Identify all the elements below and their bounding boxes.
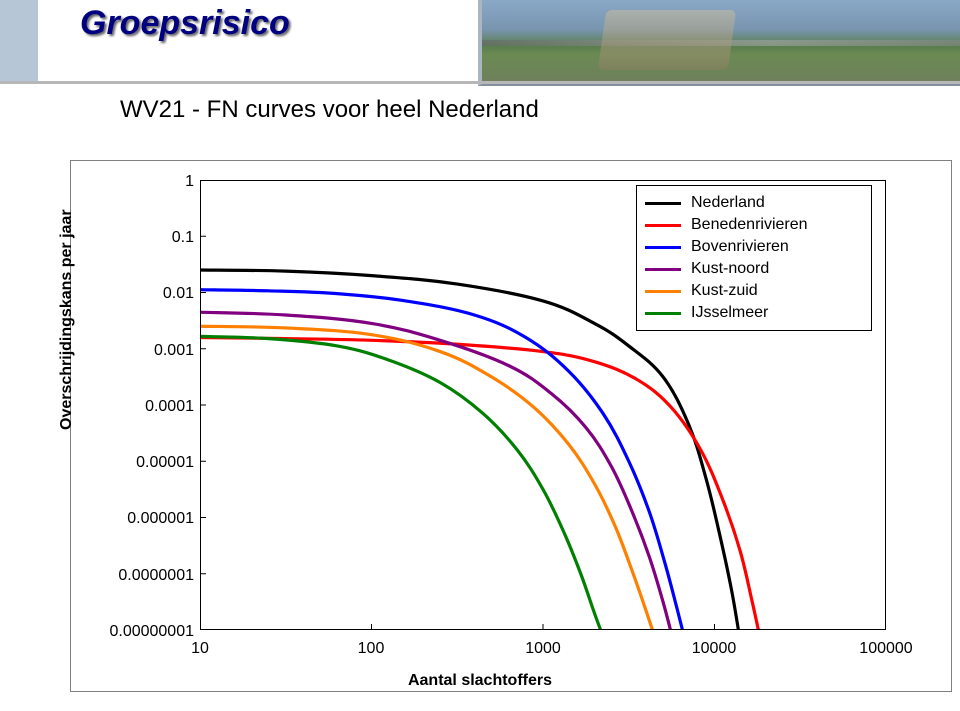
legend-row-benedenrivieren: Benedenrivieren <box>645 214 863 236</box>
xtick-2: 1000 <box>503 640 583 658</box>
ytick-6: 0.000001 <box>94 510 194 528</box>
ytick-7: 0.0000001 <box>94 567 194 585</box>
banner-accent-bar <box>0 0 38 84</box>
legend-row-ijsselmeer: IJsselmeer <box>645 302 863 324</box>
legend-row-kust-noord: Kust-noord <box>645 258 863 280</box>
ytick-1: 0.1 <box>94 229 194 247</box>
legend-swatch <box>645 268 681 271</box>
legend-label: Benedenrivieren <box>691 216 808 234</box>
y-axis-label: Overschrijdingskans per jaar <box>58 209 76 430</box>
ytick-3: 0.001 <box>94 342 194 360</box>
xtick-0: 10 <box>160 640 240 658</box>
legend-swatch <box>645 224 681 227</box>
legend-swatch <box>645 312 681 315</box>
legend-row-nederland: Nederland <box>645 192 863 214</box>
xtick-1: 100 <box>331 640 411 658</box>
legend-row-bovenrivieren: Bovenrivieren <box>645 236 863 258</box>
legend-swatch <box>645 290 681 293</box>
legend-label: Bovenrivieren <box>691 238 789 256</box>
ytick-4: 0.0001 <box>94 398 194 416</box>
page-title: Groepsrisico <box>80 4 290 43</box>
legend-label: Nederland <box>691 194 765 212</box>
ytick-2: 0.01 <box>94 285 194 303</box>
ytick-0: 1 <box>94 173 194 191</box>
page-subtitle: WV21 - FN curves voor heel Nederland <box>120 96 539 124</box>
legend-swatch <box>645 202 681 205</box>
xtick-3: 10000 <box>674 640 754 658</box>
ytick-8: 0.00000001 <box>94 623 194 641</box>
x-axis-label: Aantal slachtoffers <box>0 672 960 690</box>
legend-label: IJsselmeer <box>691 304 768 322</box>
legend-swatch <box>645 246 681 249</box>
banner-photo <box>478 0 960 86</box>
legend-label: Kust-zuid <box>691 282 758 300</box>
xtick-4: 100000 <box>846 640 926 658</box>
legend: Nederland Benedenrivieren Bovenrivieren … <box>636 185 872 331</box>
legend-row-kust-zuid: Kust-zuid <box>645 280 863 302</box>
banner-rule <box>0 81 960 84</box>
legend-label: Kust-noord <box>691 260 769 278</box>
ytick-5: 0.00001 <box>94 454 194 472</box>
